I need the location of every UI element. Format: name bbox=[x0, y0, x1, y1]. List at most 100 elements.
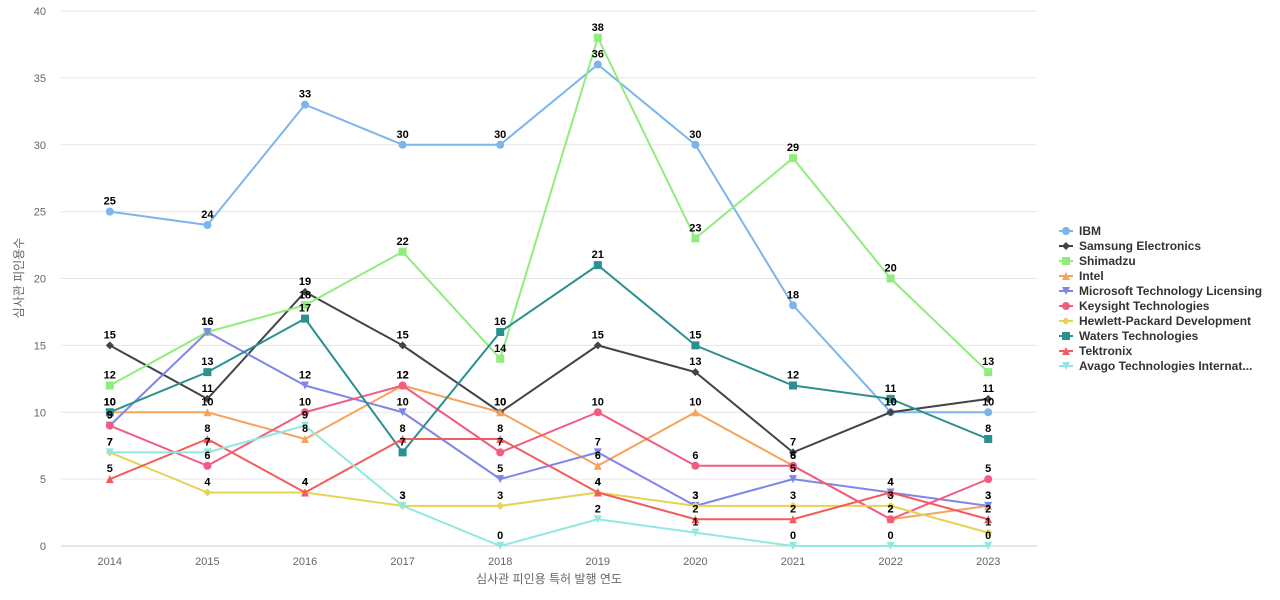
data-label: 16 bbox=[494, 316, 506, 328]
data-point bbox=[789, 475, 797, 484]
data-point bbox=[203, 435, 212, 443]
data-label: 21 bbox=[592, 249, 604, 261]
data-label: 0 bbox=[888, 530, 894, 542]
data-point bbox=[301, 488, 309, 497]
legend-label: Keysight Technologies bbox=[1079, 299, 1210, 313]
data-label: 6 bbox=[204, 450, 210, 462]
data-label: 3 bbox=[985, 490, 991, 502]
data-label: 16 bbox=[201, 316, 213, 328]
series-6 bbox=[105, 448, 993, 537]
chart-gridlines bbox=[61, 10, 1037, 547]
legend-marker bbox=[1062, 242, 1070, 250]
data-point bbox=[398, 501, 407, 510]
legend-item[interactable]: Shimadzu bbox=[1059, 254, 1136, 268]
data-label: 12 bbox=[104, 370, 116, 382]
data-point bbox=[886, 501, 895, 510]
data-label: 9 bbox=[302, 410, 308, 422]
data-point bbox=[398, 341, 407, 350]
legend-item[interactable]: Waters Technologies bbox=[1059, 329, 1199, 343]
data-point bbox=[789, 501, 797, 510]
data-point bbox=[105, 207, 114, 216]
data-label: 12 bbox=[396, 370, 408, 382]
data-point bbox=[593, 60, 602, 69]
data-label: 18 bbox=[299, 289, 311, 301]
data-point bbox=[691, 461, 700, 470]
series-line bbox=[109, 331, 989, 507]
data-label: 6 bbox=[790, 450, 796, 462]
data-point bbox=[789, 301, 797, 310]
data-point bbox=[301, 421, 309, 430]
legend-label: Hewlett-Packard Development bbox=[1079, 314, 1251, 328]
data-label: 11 bbox=[982, 383, 994, 395]
data-label: 7 bbox=[107, 436, 113, 448]
x-axis-title: 심사관 피인용 특허 발행 연도 bbox=[476, 571, 622, 586]
data-point bbox=[691, 341, 700, 350]
data-label: 22 bbox=[396, 236, 408, 248]
legend-label: Tektronix bbox=[1079, 344, 1132, 358]
data-label: 9 bbox=[107, 410, 113, 422]
data-point bbox=[301, 287, 309, 296]
legend-marker bbox=[1062, 257, 1070, 265]
legend-marker bbox=[1062, 272, 1070, 280]
data-label: 10 bbox=[884, 396, 896, 408]
data-label: 0 bbox=[790, 530, 796, 542]
data-label: 16 bbox=[201, 316, 213, 328]
x-axis-ticks: 2014 2015 2016 2017 2018 2019 2020 2021 2022 2023 bbox=[98, 556, 1001, 568]
data-point bbox=[691, 528, 700, 537]
legend-item[interactable]: Microsoft Technology Licensing bbox=[1059, 284, 1262, 298]
data-point bbox=[203, 368, 212, 377]
data-label: 0 bbox=[497, 530, 503, 542]
data-label: 18 bbox=[787, 289, 799, 301]
legend-item[interactable]: Keysight Technologies bbox=[1059, 299, 1210, 313]
data-point bbox=[105, 381, 114, 390]
data-point bbox=[984, 475, 993, 484]
data-point bbox=[496, 408, 505, 417]
data-label: 0 bbox=[985, 530, 991, 542]
series-line bbox=[109, 424, 989, 547]
data-point bbox=[984, 542, 993, 550]
data-label: 3 bbox=[400, 490, 406, 502]
series-line bbox=[109, 63, 989, 414]
data-label: 10 bbox=[104, 396, 116, 408]
y-tick-label: 40 bbox=[34, 6, 46, 18]
legend-item[interactable]: Intel bbox=[1059, 269, 1104, 283]
legend-item[interactable]: Tektronix bbox=[1059, 344, 1132, 358]
data-point bbox=[301, 314, 309, 323]
data-point bbox=[593, 488, 602, 497]
data-label: 12 bbox=[787, 370, 799, 382]
legend-item[interactable]: IBM bbox=[1059, 224, 1101, 238]
data-point bbox=[496, 435, 505, 443]
data-label: 8 bbox=[985, 423, 991, 435]
data-point bbox=[984, 501, 993, 510]
data-label: 4 bbox=[888, 477, 895, 489]
data-label: 5 bbox=[497, 463, 503, 475]
data-label: 2 bbox=[790, 503, 796, 515]
data-label: 19 bbox=[299, 276, 311, 288]
data-point bbox=[593, 33, 602, 42]
data-label: 30 bbox=[494, 129, 506, 141]
data-label: 24 bbox=[201, 209, 214, 221]
legend-item[interactable]: Avago Technologies Internat... bbox=[1059, 359, 1252, 373]
data-point bbox=[398, 435, 407, 443]
data-label: 8 bbox=[497, 423, 503, 435]
data-label: 3 bbox=[985, 490, 991, 502]
data-point bbox=[593, 461, 602, 470]
data-point bbox=[886, 488, 895, 497]
series-2 bbox=[105, 33, 993, 390]
legend-item[interactable]: Samsung Electronics bbox=[1059, 239, 1201, 253]
data-point bbox=[886, 274, 895, 283]
data-point bbox=[203, 461, 212, 470]
data-point bbox=[789, 461, 797, 470]
data-point bbox=[398, 408, 407, 417]
data-point bbox=[105, 341, 114, 350]
legend-item[interactable]: Hewlett-Packard Development bbox=[1059, 314, 1251, 328]
legend-marker bbox=[1062, 317, 1070, 325]
data-point bbox=[886, 542, 895, 550]
data-label: 10 bbox=[592, 396, 604, 408]
data-label: 10 bbox=[494, 396, 506, 408]
x-tick-label: 2022 bbox=[878, 556, 902, 568]
data-point bbox=[496, 354, 505, 363]
data-label: 2 bbox=[595, 503, 601, 515]
data-point bbox=[789, 542, 797, 550]
